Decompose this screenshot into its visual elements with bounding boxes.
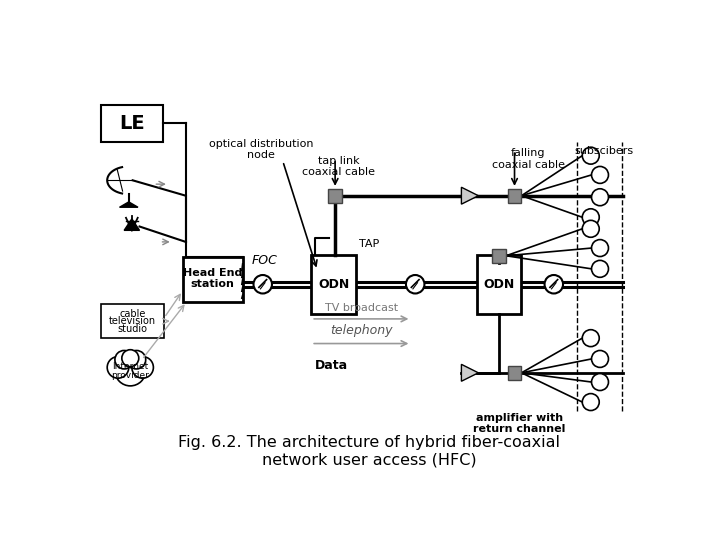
Circle shape xyxy=(592,240,608,256)
Text: TAP: TAP xyxy=(359,239,379,249)
Text: provider: provider xyxy=(112,372,149,380)
Text: falling
coaxial cable: falling coaxial cable xyxy=(492,148,565,170)
Polygon shape xyxy=(124,219,140,231)
Circle shape xyxy=(592,189,608,206)
Text: ODN: ODN xyxy=(484,278,515,291)
Text: Fig. 6.2. The architecture of hybrid fiber-coaxial
network user access (HFC): Fig. 6.2. The architecture of hybrid fib… xyxy=(178,435,560,468)
Polygon shape xyxy=(462,364,478,381)
Bar xyxy=(508,189,521,202)
Bar xyxy=(508,366,521,380)
Text: FOC: FOC xyxy=(252,254,278,267)
Bar xyxy=(492,249,506,262)
Text: tap link
coaxial cable: tap link coaxial cable xyxy=(302,156,375,177)
Circle shape xyxy=(132,356,153,378)
Circle shape xyxy=(582,394,599,410)
Circle shape xyxy=(592,260,608,278)
Polygon shape xyxy=(120,202,138,207)
Circle shape xyxy=(107,356,129,378)
Text: cable: cable xyxy=(120,309,145,319)
Circle shape xyxy=(582,330,599,347)
Text: Internet: Internet xyxy=(112,362,148,371)
Bar xyxy=(477,255,521,314)
Bar xyxy=(183,257,243,302)
Text: studio: studio xyxy=(117,323,148,334)
Text: television: television xyxy=(109,316,156,326)
Text: ODN: ODN xyxy=(318,278,349,291)
Text: Data: Data xyxy=(315,359,348,372)
Circle shape xyxy=(592,166,608,184)
Circle shape xyxy=(582,220,599,237)
Bar xyxy=(311,255,356,314)
Circle shape xyxy=(115,350,133,369)
Text: subscibers: subscibers xyxy=(575,146,634,156)
Circle shape xyxy=(582,209,599,226)
Text: optical distribution
node: optical distribution node xyxy=(209,139,313,160)
Text: amplifier with
return channel: amplifier with return channel xyxy=(473,413,565,435)
Circle shape xyxy=(592,350,608,367)
Text: station: station xyxy=(191,279,235,289)
Circle shape xyxy=(406,275,425,294)
Circle shape xyxy=(127,350,145,369)
Circle shape xyxy=(253,275,272,294)
Circle shape xyxy=(122,350,139,367)
Bar xyxy=(101,105,163,142)
Circle shape xyxy=(544,275,563,294)
Text: TV broadcast: TV broadcast xyxy=(325,303,398,313)
Circle shape xyxy=(115,355,145,386)
Circle shape xyxy=(582,147,599,164)
Circle shape xyxy=(592,374,608,390)
Text: Head End: Head End xyxy=(183,268,243,279)
Text: LE: LE xyxy=(119,114,145,133)
Bar xyxy=(328,189,342,202)
Bar xyxy=(101,304,164,338)
Text: telephony: telephony xyxy=(330,325,392,338)
Polygon shape xyxy=(462,187,478,204)
